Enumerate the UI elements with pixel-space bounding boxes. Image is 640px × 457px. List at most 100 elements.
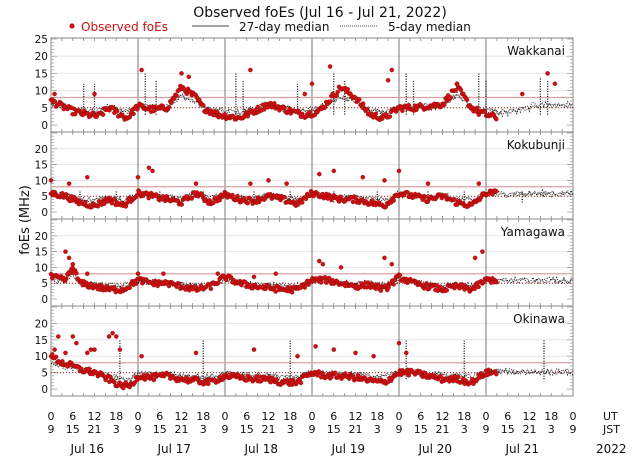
- observed-point: [245, 200, 250, 206]
- observed-point: [166, 104, 172, 110]
- observed-point: [456, 374, 461, 380]
- median-5day-line: [50, 272, 574, 291]
- jst-tick-label: 21: [175, 423, 189, 436]
- observed-point: [404, 350, 409, 356]
- y-tick-label: 5: [41, 368, 48, 380]
- y-tick-label: 10: [35, 262, 48, 274]
- observed-point: [52, 91, 57, 97]
- observed-point: [472, 255, 478, 261]
- jst-tick-label: 9: [135, 423, 142, 436]
- day-label: Jul 18: [243, 442, 278, 456]
- observed-point: [494, 189, 499, 194]
- observed-point: [179, 202, 184, 207]
- observed-point: [132, 380, 137, 385]
- y-tick-label: 20: [35, 144, 48, 156]
- observed-point: [110, 330, 115, 336]
- observed-point: [161, 271, 166, 276]
- ut-tick-label: 18: [457, 410, 471, 423]
- observed-point: [139, 67, 144, 73]
- observed-point: [482, 109, 488, 114]
- observed-point: [364, 107, 370, 112]
- ut-tick-label: 18: [370, 410, 384, 423]
- legend-observed-label: Observed foEs: [81, 20, 168, 34]
- jst-tick-label: 9: [309, 423, 316, 436]
- observed-point: [106, 334, 112, 339]
- observed-point: [420, 374, 425, 380]
- observed-point: [211, 200, 216, 206]
- ut-tick-label: 18: [109, 410, 123, 423]
- observed-point: [360, 174, 366, 180]
- observed-point: [282, 105, 287, 111]
- observed-point: [338, 265, 344, 270]
- observed-point: [74, 340, 79, 346]
- observed-point: [320, 261, 326, 267]
- observed-point: [117, 347, 123, 352]
- jst-tick-label: 3: [374, 423, 381, 436]
- chart-title: Observed foEs (Jul 16 - Jul 21, 2022): [193, 5, 447, 21]
- panel-okinawa: 0 5 10 15 20 Okinawa: [35, 305, 574, 397]
- observed-point: [114, 109, 120, 114]
- observed-point: [208, 286, 214, 292]
- observed-point: [331, 347, 337, 352]
- ut-tick-label: 12: [436, 410, 450, 423]
- observed-point: [70, 334, 76, 339]
- observed-point: [299, 200, 305, 205]
- observed-point: [424, 281, 429, 286]
- legend-27day-label: 27-day median: [239, 20, 329, 34]
- observed-point: [230, 192, 235, 198]
- observed-point: [452, 197, 457, 202]
- observed-point: [317, 171, 322, 177]
- observed-point: [137, 190, 143, 195]
- ut-tick-label: 12: [349, 410, 363, 423]
- ut-tick-label: 6: [69, 410, 76, 423]
- jst-tick-label: 21: [262, 423, 276, 436]
- y-tick-label: 20: [35, 51, 48, 63]
- ut-tick-label: 18: [283, 410, 297, 423]
- observed-point: [169, 100, 174, 105]
- observed-point: [135, 271, 141, 276]
- observed-point: [332, 370, 338, 376]
- observed-point: [494, 279, 499, 285]
- observed-point: [248, 67, 253, 73]
- observed-point: [112, 197, 117, 202]
- y-tick-label: 5: [41, 191, 48, 203]
- observed-point: [552, 81, 558, 86]
- observed-point: [318, 280, 324, 285]
- observed-point: [382, 178, 387, 183]
- jst-label: JST: [602, 423, 620, 436]
- y-tick-label: 15: [35, 160, 48, 172]
- observed-point: [346, 376, 352, 381]
- observed-point: [215, 271, 221, 276]
- observed-point: [317, 258, 322, 264]
- observed-point: [146, 195, 151, 201]
- observed-point: [217, 197, 222, 203]
- observed-point: [114, 334, 119, 339]
- observed-point: [273, 289, 278, 294]
- observed-point: [357, 97, 362, 102]
- observed-point: [248, 181, 253, 186]
- observed-point: [448, 95, 453, 100]
- observed-point: [174, 93, 179, 98]
- observed-point: [296, 202, 301, 207]
- y-tick-label: 10: [35, 86, 48, 98]
- jst-tick-label: 15: [327, 423, 341, 436]
- jst-tick-label: 21: [88, 423, 102, 436]
- x-axis: 0 6 12 18 0 6 12 18 0 6 12 18 0 6 12 18 0 6 12 18 0 6 12 18 09 15…: [48, 410, 577, 456]
- observed-point: [360, 105, 366, 111]
- y-tick-label: 25: [35, 34, 48, 46]
- observed-point: [438, 284, 443, 290]
- observed-point: [476, 284, 481, 290]
- jst-tick-label: 3: [461, 423, 468, 436]
- observed-point: [127, 285, 132, 291]
- observed-point: [266, 178, 271, 183]
- observed-point: [150, 168, 155, 174]
- year-label: 2022: [596, 442, 627, 456]
- observed-point: [444, 288, 450, 293]
- observed-point: [274, 377, 280, 383]
- observed-point: [84, 280, 89, 286]
- observed-point: [121, 385, 126, 391]
- observed-point: [131, 111, 136, 117]
- y-tick-label: 15: [35, 335, 48, 347]
- y-tick-label: 0: [41, 294, 48, 306]
- observed-point: [472, 286, 478, 292]
